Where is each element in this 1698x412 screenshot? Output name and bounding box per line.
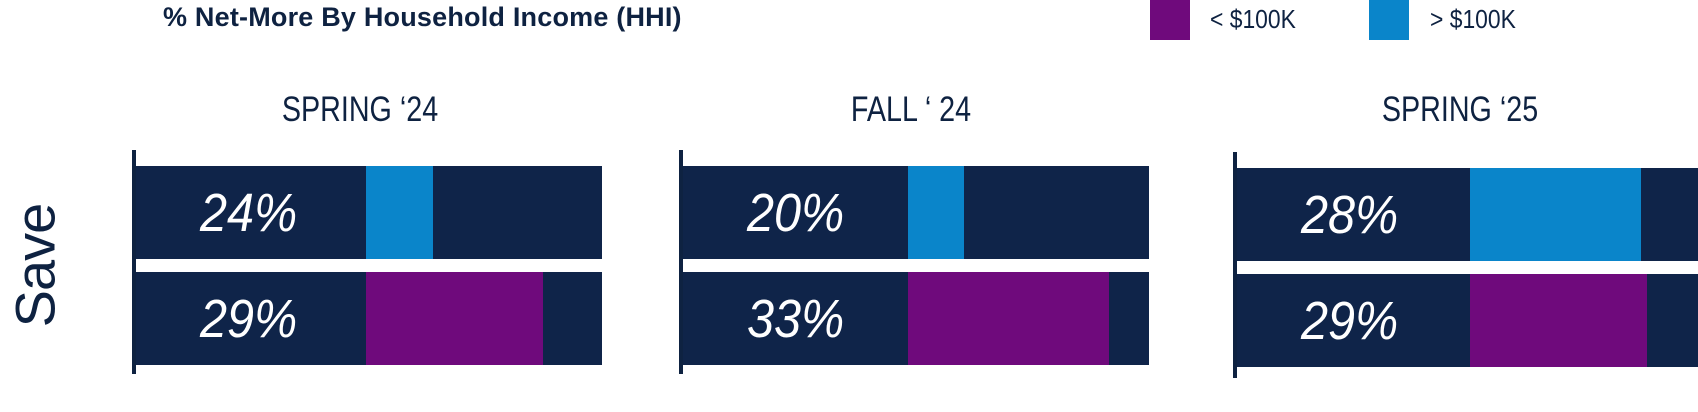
- panel-title: SPRING ‘25: [1381, 90, 1539, 129]
- bar-track: 20%: [683, 166, 1149, 259]
- panel-title: FALL ‘ 24: [850, 90, 972, 129]
- legend-swatch: [1369, 0, 1409, 40]
- bar-track: 29%: [136, 272, 602, 365]
- bar: [1470, 274, 1647, 367]
- data-label: 24%: [200, 182, 298, 243]
- legend-swatch: [1150, 0, 1190, 40]
- data-label: 29%: [200, 288, 298, 349]
- bar: [908, 166, 964, 259]
- panel-axis-line: [132, 150, 136, 374]
- bar-track: 33%: [683, 272, 1149, 365]
- bar: [366, 166, 433, 259]
- panel-axis-line: [679, 150, 683, 374]
- row-label: Save: [0, 200, 70, 330]
- row-label-text: Save: [3, 203, 67, 327]
- data-label: 29%: [1301, 290, 1399, 351]
- bar-track: 28%: [1237, 168, 1698, 261]
- panel-axis-line: [1233, 152, 1237, 378]
- chart-title: % Net-More By Household Income (HHI): [163, 2, 682, 32]
- bar: [366, 272, 543, 365]
- legend-label: < $100K: [1210, 4, 1296, 34]
- panel-title: SPRING ‘24: [281, 90, 439, 129]
- legend-label: > $100K: [1430, 4, 1516, 34]
- bar-track: 29%: [1237, 274, 1698, 367]
- data-label: 28%: [1301, 184, 1399, 245]
- bar-track: 24%: [136, 166, 602, 259]
- data-label: 33%: [747, 288, 845, 349]
- data-label: 20%: [747, 182, 845, 243]
- bar: [908, 272, 1109, 365]
- bar: [1470, 168, 1641, 261]
